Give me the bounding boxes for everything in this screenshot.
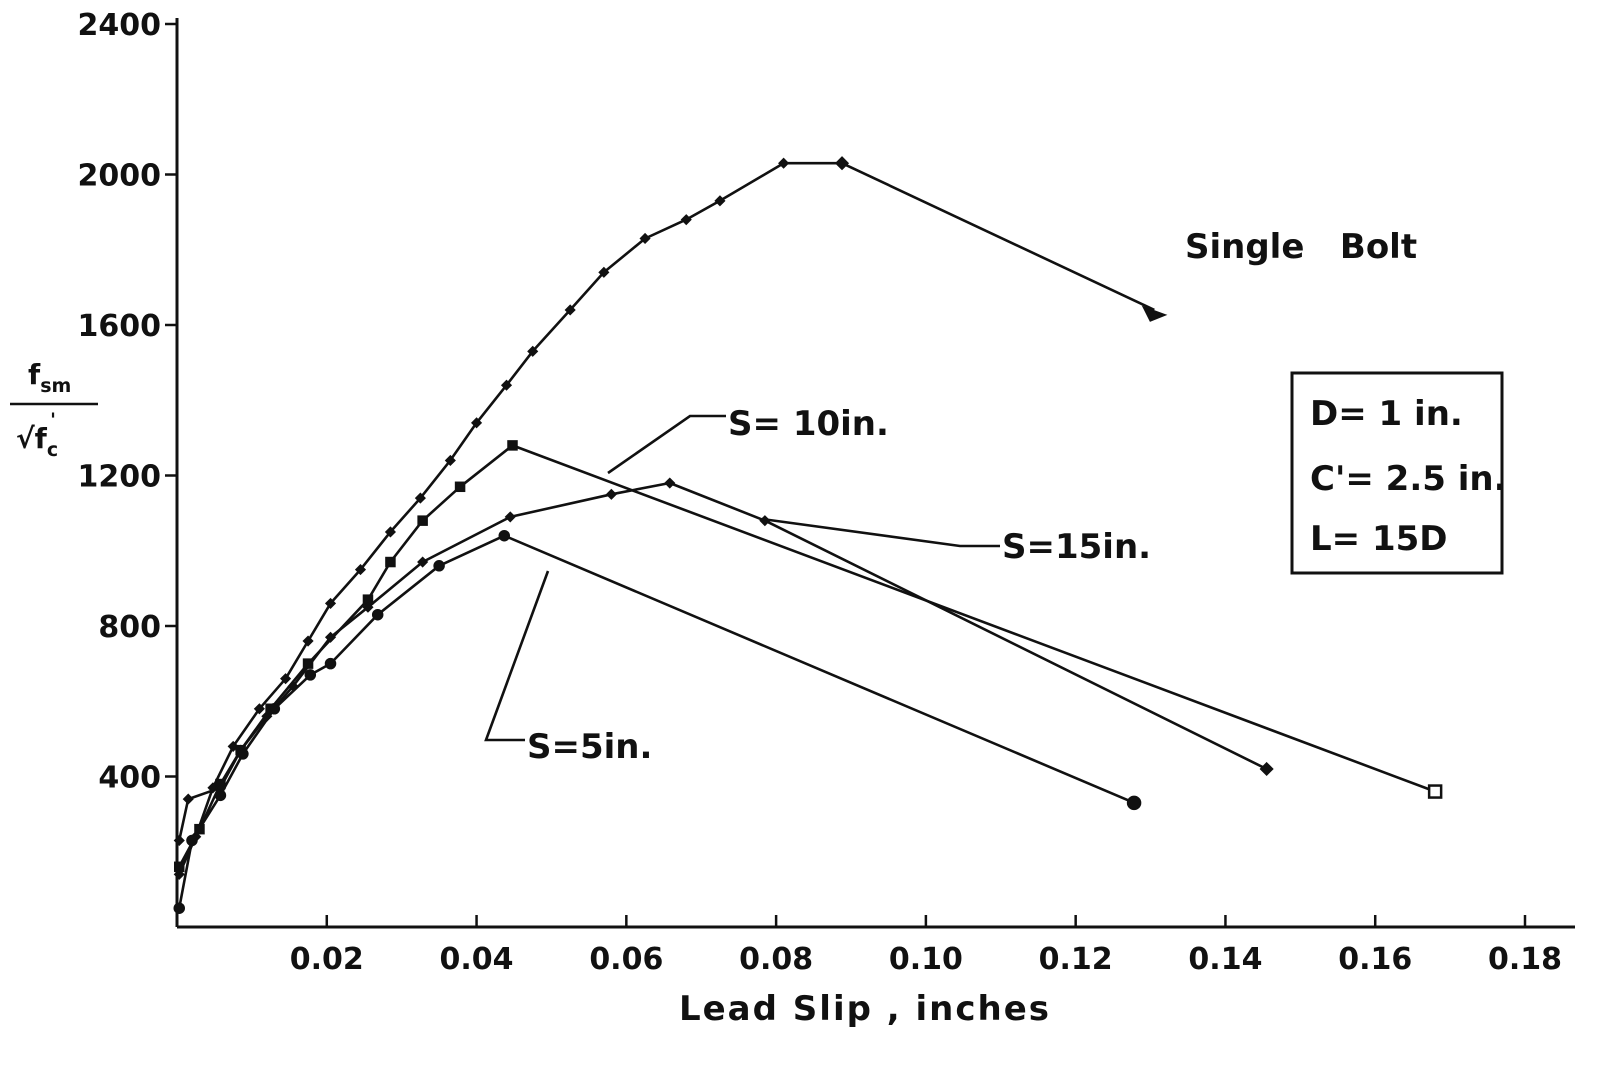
data-point [194, 823, 205, 835]
parameter-box-frame [1290, 371, 1504, 575]
x-tick-label: 0.02 [290, 942, 364, 977]
data-point [253, 703, 265, 715]
data-point [564, 304, 576, 316]
label-s15-text: S=15in. [1002, 527, 1151, 567]
data-point [527, 345, 539, 357]
y-tick-label: 1600 [78, 309, 162, 344]
data-point [834, 156, 850, 171]
data-point [354, 564, 367, 576]
data-point [304, 669, 317, 681]
data-point [1126, 795, 1142, 811]
marker-layer [173, 156, 1443, 914]
parameter-c: C'= 2.5 in. [1310, 459, 1507, 499]
data-point [182, 793, 194, 805]
label-s10-text: S= 10in. [728, 404, 889, 444]
data-point [362, 601, 374, 613]
leader-s10 [607, 414, 726, 475]
data-point [500, 379, 513, 391]
data-point [173, 834, 185, 847]
data-point [454, 481, 466, 493]
y-axis-ticks: 400 800 1200 1600 2000 2400 [78, 8, 177, 796]
x-tick-label: 0.18 [1488, 942, 1562, 977]
data-point [385, 556, 396, 568]
data-point [186, 834, 198, 847]
data-point [261, 710, 273, 722]
label-s10: S= 10in. [607, 404, 889, 475]
x-tick-label: 0.14 [1188, 942, 1262, 977]
data-point [714, 195, 726, 207]
data-point [173, 868, 185, 880]
parameter-l: L= 15D [1310, 519, 1448, 559]
series-line-2 [178, 444, 1436, 868]
series-line-4 [177, 534, 1135, 909]
data-point [504, 511, 516, 523]
data-point [214, 789, 227, 802]
x-axis-ticks: 0.02 0.04 0.06 0.08 0.10 0.12 0.14 0.16 0.18 [290, 915, 1562, 977]
y-tick-label: 400 [98, 761, 161, 796]
data-point [1427, 784, 1443, 799]
data-point [470, 417, 483, 429]
data-point [417, 515, 428, 526]
y-tick-label: 2000 [78, 159, 162, 194]
data-point [324, 657, 337, 670]
data-point [1141, 305, 1168, 322]
x-tick-label: 0.08 [739, 942, 813, 977]
series-layer [177, 161, 1436, 909]
label-s15: S=15in. [761, 517, 1151, 567]
y-label-numerator: fsm [28, 358, 71, 397]
data-point [173, 861, 185, 873]
data-point [498, 529, 511, 542]
x-tick-label: 0.16 [1338, 942, 1412, 977]
data-point [433, 560, 445, 572]
data-point [302, 635, 314, 647]
x-tick-label: 0.04 [440, 942, 514, 977]
y-tick-label: 1200 [78, 460, 162, 495]
series-line-1 [841, 162, 1155, 312]
x-tick-label: 0.12 [1039, 942, 1113, 977]
data-point [778, 157, 790, 169]
y-label-denominator: √fc' [16, 409, 58, 461]
data-point [444, 454, 456, 467]
data-point [598, 266, 610, 278]
data-point [417, 556, 429, 568]
data-point [324, 631, 337, 643]
data-point [287, 680, 299, 692]
y-tick-label: 800 [98, 610, 161, 645]
data-point [664, 477, 676, 489]
data-point [1259, 761, 1274, 777]
data-point [639, 232, 651, 245]
data-point [302, 658, 314, 669]
label-s5-text: S=5in. [527, 727, 652, 767]
x-tick-label: 0.06 [589, 942, 663, 977]
data-point [324, 597, 337, 609]
single-bolt-label: Single Bolt [1185, 227, 1417, 267]
data-point [680, 214, 692, 226]
parameter-box: D= 1 in. C'= 2.5 in. L= 15D [1290, 371, 1507, 575]
data-point [173, 902, 185, 914]
y-axis-title: fsm √fc' [10, 358, 98, 461]
y-tick-label: 2400 [78, 8, 162, 43]
data-point [280, 673, 292, 685]
label-s5: S=5in. [484, 570, 652, 767]
leader-s5 [484, 570, 550, 742]
data-point [371, 608, 384, 621]
x-axis-title: Lead Slip , inches [679, 989, 1051, 1029]
series-line-0 [178, 161, 842, 875]
parameter-d: D= 1 in. [1310, 394, 1463, 434]
data-point [237, 748, 249, 760]
data-point [507, 440, 518, 451]
data-point [414, 492, 426, 504]
data-point [384, 526, 396, 538]
leader-s15 [761, 517, 1000, 548]
data-point [268, 703, 281, 715]
x-tick-label: 0.10 [889, 942, 963, 977]
data-point [605, 488, 617, 500]
